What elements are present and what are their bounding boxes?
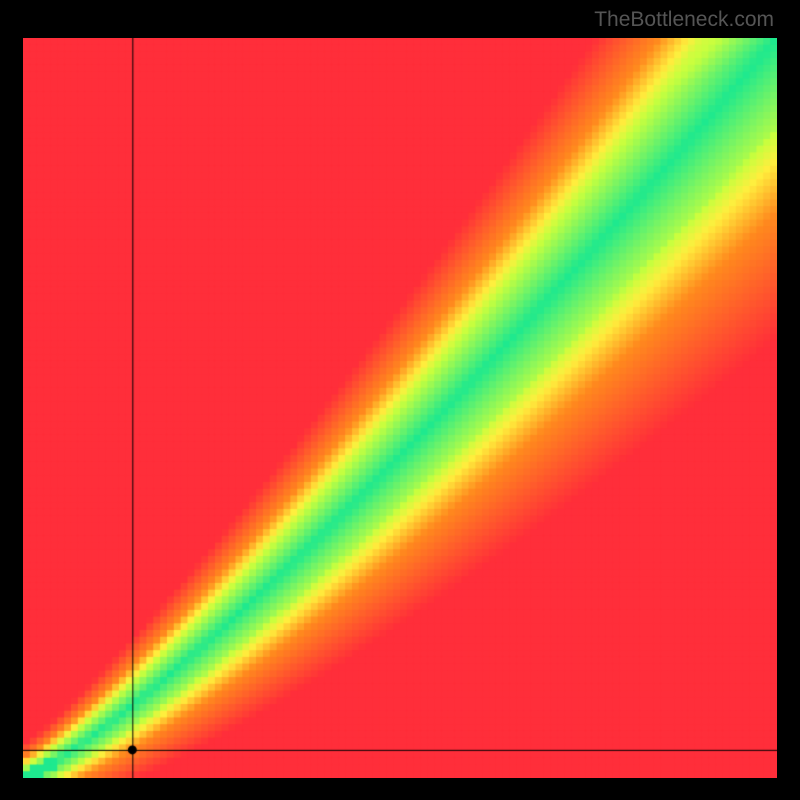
heatmap-plot — [23, 38, 777, 778]
watermark-text: TheBottleneck.com — [594, 8, 774, 32]
